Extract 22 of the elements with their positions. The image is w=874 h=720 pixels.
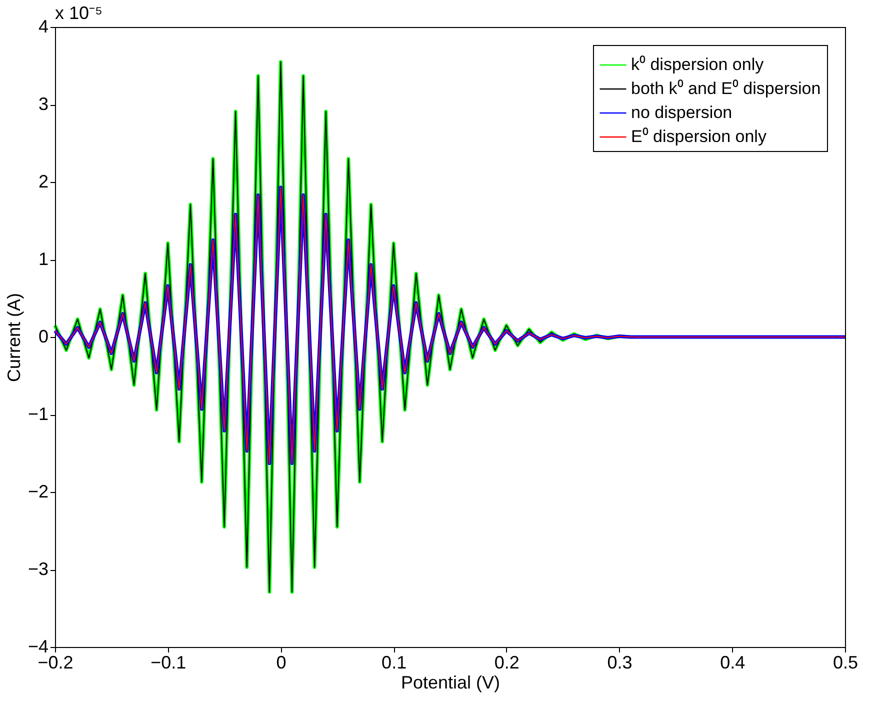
y-tick-label: −2 [28, 482, 48, 502]
x-tick-label: 0.2 [494, 652, 520, 672]
y-tick-label: 2 [38, 172, 48, 192]
y-tick-label: −1 [28, 404, 48, 424]
legend-label: no dispersion [631, 103, 732, 122]
y-tick-label: −3 [28, 559, 48, 579]
x-tick-label: 0.1 [382, 652, 407, 672]
legend-label: both k⁰ and E⁰ dispersion [631, 79, 821, 98]
text: x 10⁻⁵ [55, 3, 102, 23]
y-tick-label: 1 [38, 249, 48, 269]
legend-label: E⁰ dispersion only [631, 127, 767, 146]
x-tick-label: −0.1 [150, 652, 186, 672]
y-axis-title: Current (A) [4, 292, 24, 382]
y-tick-label: 0 [38, 326, 48, 346]
legend-label: k⁰ dispersion only [631, 55, 764, 74]
x-axis-title: Potential (V) [400, 672, 500, 692]
x-tick-label: 0.5 [832, 652, 858, 672]
x-tick-label: 0.3 [607, 652, 632, 672]
x-tick-label: 0 [276, 652, 286, 672]
x-tick-label: 0.4 [720, 652, 746, 672]
y-tick-label: 3 [38, 94, 48, 114]
y-tick-label: 4 [38, 16, 48, 36]
